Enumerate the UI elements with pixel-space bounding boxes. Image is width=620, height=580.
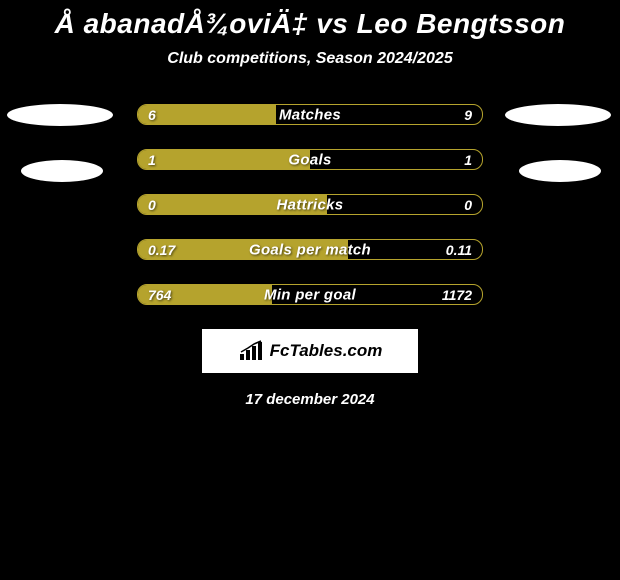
bar-row: 6 Matches 9 [137, 104, 483, 125]
bar-label: Hattricks [277, 196, 344, 213]
comparison-chart: Å abanadÅ¾oviÄ‡ vs Leo Bengtsson Club co… [0, 0, 620, 408]
bar-value-left: 1 [148, 152, 156, 168]
logo-text: FcTables.com [270, 341, 383, 361]
page-subtitle: Club competitions, Season 2024/2025 [0, 50, 620, 68]
bar-label: Matches [279, 106, 341, 123]
bars-column: 6 Matches 9 1 Goals 1 0 Hattricks 0 0.17 Goals per… [137, 104, 483, 305]
bar-row: 764 Min per goal 1172 [137, 284, 483, 305]
page-title: Å abanadÅ¾oviÄ‡ vs Leo Bengtsson [0, 8, 620, 40]
left-ellipse-col [7, 104, 119, 182]
bar-value-left: 6 [148, 107, 156, 123]
bar-value-left: 0 [148, 197, 156, 213]
bar-value-left: 764 [148, 287, 171, 303]
right-ellipse-col [501, 104, 613, 182]
logo-box[interactable]: FcTables.com [202, 329, 418, 373]
chart-content: 6 Matches 9 1 Goals 1 0 Hattricks 0 0.17 Goals per… [0, 104, 620, 305]
bar-value-left: 0.17 [148, 242, 175, 258]
date-text: 17 december 2024 [0, 391, 620, 408]
bar-row: 0 Hattricks 0 [137, 194, 483, 215]
bar-value-right: 1172 [442, 287, 472, 303]
bar-value-right: 0.11 [446, 242, 472, 258]
ellipse-left-1 [7, 104, 113, 126]
bar-row: 1 Goals 1 [137, 149, 483, 170]
bar-fill [138, 150, 310, 169]
bar-value-right: 9 [464, 107, 472, 123]
bar-label: Goals per match [249, 241, 371, 258]
bar-label: Min per goal [264, 286, 356, 303]
ellipse-right-2 [519, 160, 601, 182]
bar-label: Goals [288, 151, 331, 168]
bar-value-right: 0 [464, 197, 472, 213]
ellipse-right-1 [505, 104, 611, 126]
bar-fill [138, 105, 276, 124]
chart-icon [238, 340, 264, 362]
bar-row: 0.17 Goals per match 0.11 [137, 239, 483, 260]
ellipse-left-2 [21, 160, 103, 182]
bar-value-right: 1 [464, 152, 472, 168]
